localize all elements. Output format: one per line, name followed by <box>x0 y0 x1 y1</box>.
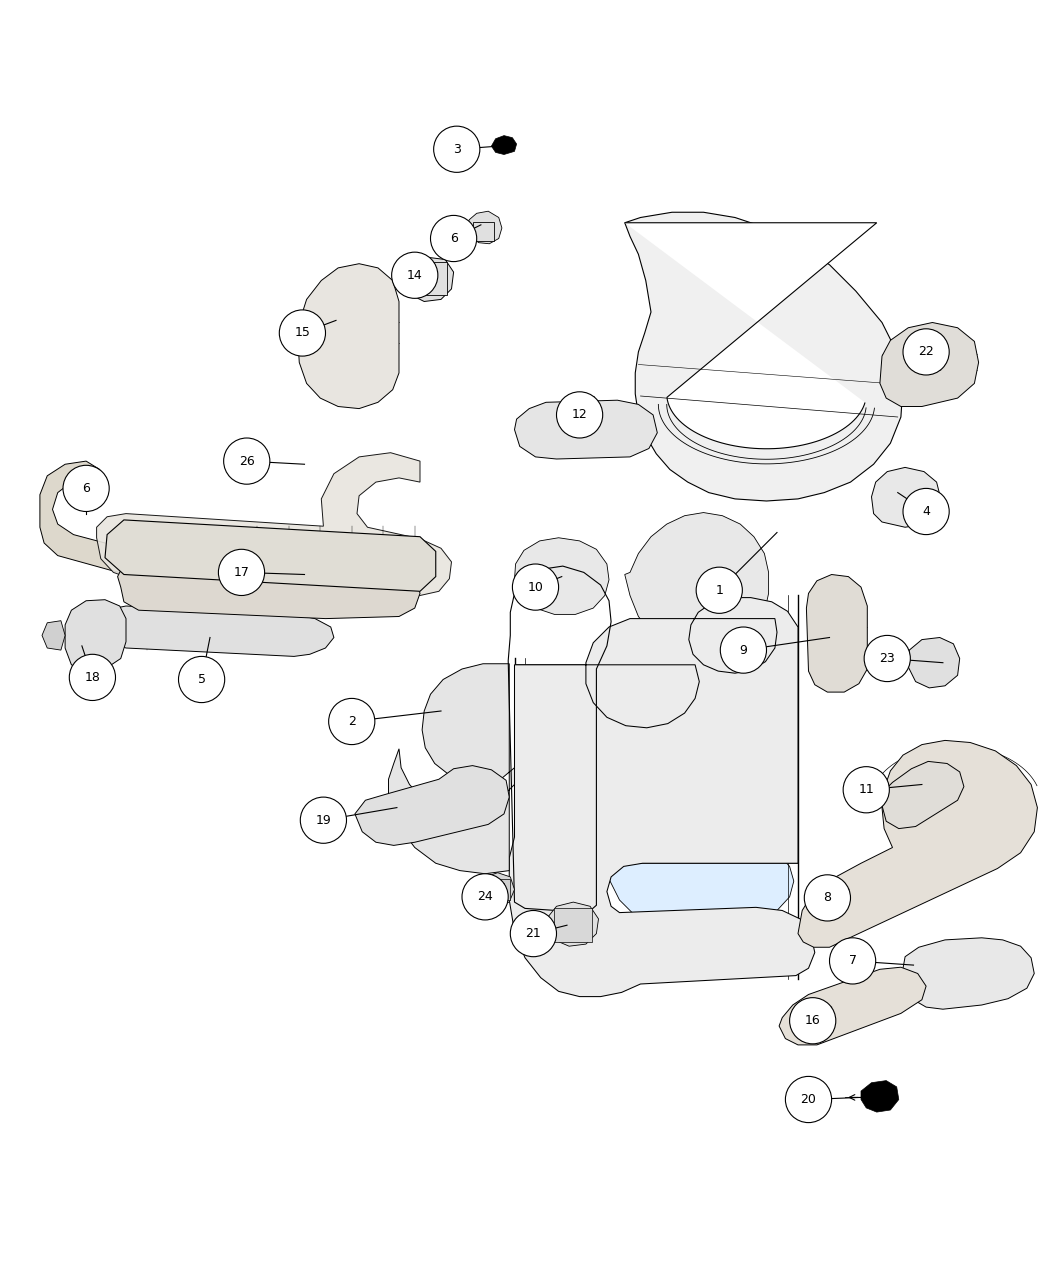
Text: 17: 17 <box>233 566 250 579</box>
Polygon shape <box>861 1081 899 1112</box>
Polygon shape <box>625 223 877 449</box>
Polygon shape <box>908 638 960 688</box>
Polygon shape <box>806 575 867 692</box>
Circle shape <box>329 699 375 745</box>
Text: 9: 9 <box>739 644 748 657</box>
Polygon shape <box>298 264 399 408</box>
Circle shape <box>512 564 559 611</box>
Circle shape <box>864 635 910 682</box>
Polygon shape <box>388 664 514 873</box>
Polygon shape <box>355 765 509 845</box>
Circle shape <box>178 657 225 703</box>
Polygon shape <box>42 621 65 650</box>
Text: 2: 2 <box>348 715 356 728</box>
Text: 22: 22 <box>918 346 935 358</box>
Text: 16: 16 <box>805 1014 821 1028</box>
Bar <box>414 261 447 296</box>
Circle shape <box>63 465 109 511</box>
Text: 6: 6 <box>82 482 90 495</box>
Text: 12: 12 <box>571 408 588 422</box>
Polygon shape <box>880 323 979 407</box>
Polygon shape <box>903 938 1034 1010</box>
Circle shape <box>785 1076 832 1122</box>
Bar <box>472 222 493 241</box>
Polygon shape <box>118 560 420 618</box>
Circle shape <box>300 797 346 843</box>
Text: 11: 11 <box>859 783 874 797</box>
Text: 21: 21 <box>525 927 542 940</box>
Text: 6: 6 <box>449 232 458 245</box>
Text: 24: 24 <box>477 890 493 904</box>
Circle shape <box>903 329 949 375</box>
Polygon shape <box>609 827 794 926</box>
Polygon shape <box>65 599 126 671</box>
Text: 1: 1 <box>715 584 723 597</box>
Circle shape <box>696 567 742 613</box>
Bar <box>554 908 592 942</box>
Polygon shape <box>779 968 926 1046</box>
Text: 7: 7 <box>848 955 857 968</box>
Circle shape <box>510 910 556 956</box>
Polygon shape <box>40 462 328 606</box>
Circle shape <box>556 391 603 439</box>
Polygon shape <box>478 872 514 907</box>
Text: 26: 26 <box>239 455 254 468</box>
Text: 15: 15 <box>294 326 311 339</box>
Text: 8: 8 <box>823 891 832 904</box>
Circle shape <box>434 126 480 172</box>
Circle shape <box>903 488 949 534</box>
Polygon shape <box>509 598 815 997</box>
Circle shape <box>69 654 116 700</box>
Polygon shape <box>514 538 609 615</box>
Circle shape <box>279 310 326 356</box>
Circle shape <box>224 439 270 484</box>
Circle shape <box>720 627 766 673</box>
Polygon shape <box>625 212 903 501</box>
Text: 14: 14 <box>407 269 422 282</box>
Text: 4: 4 <box>922 505 930 518</box>
Circle shape <box>462 873 508 921</box>
Polygon shape <box>103 606 334 657</box>
Bar <box>483 878 510 900</box>
Circle shape <box>843 766 889 813</box>
Circle shape <box>430 215 477 261</box>
Text: 23: 23 <box>880 652 895 666</box>
Circle shape <box>804 875 851 921</box>
Polygon shape <box>882 761 964 829</box>
Bar <box>498 140 510 152</box>
Polygon shape <box>625 513 769 653</box>
Circle shape <box>218 550 265 595</box>
Polygon shape <box>97 453 452 595</box>
Polygon shape <box>798 741 1037 947</box>
Polygon shape <box>407 258 454 301</box>
Polygon shape <box>466 212 502 244</box>
Text: 20: 20 <box>800 1093 817 1105</box>
Text: 3: 3 <box>453 143 461 156</box>
Circle shape <box>830 938 876 984</box>
Circle shape <box>790 997 836 1044</box>
Polygon shape <box>872 468 941 528</box>
Text: 18: 18 <box>84 671 101 683</box>
Circle shape <box>392 252 438 298</box>
Text: 10: 10 <box>527 580 544 594</box>
Text: 5: 5 <box>197 673 206 686</box>
Polygon shape <box>491 135 517 154</box>
Polygon shape <box>105 520 436 592</box>
Polygon shape <box>548 903 598 946</box>
Text: 19: 19 <box>315 813 332 826</box>
Polygon shape <box>514 400 657 459</box>
